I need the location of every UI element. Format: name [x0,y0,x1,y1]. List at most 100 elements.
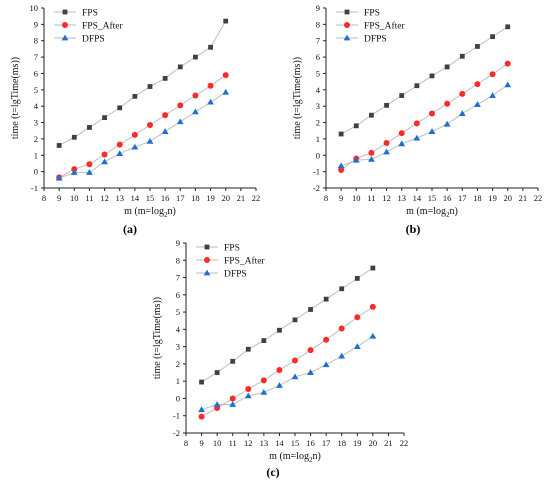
y-tick-label: 10 [30,3,39,13]
data-point-FPS_After [198,413,205,420]
x-tick-label: 9 [199,438,203,448]
x-tick-label: 22 [400,438,409,448]
x-tick-label: 9 [57,193,61,203]
x-tick-label: 17 [458,193,467,203]
data-point-FPS [354,276,360,281]
y-tick-label: 8 [176,255,180,265]
data-point-FPS [56,143,62,148]
data-point-FPS [214,370,220,375]
data-point-DFPS [116,150,124,157]
data-point-FPS [429,73,435,79]
y-tick-label: 6 [176,290,180,300]
data-point-FPS_After [131,131,138,138]
y-axis-label: time (t=lgTime(ms)) [292,57,303,139]
legend-label: DFPS [82,35,105,45]
data-point-FPS_After [292,357,298,364]
data-point-DFPS [291,373,299,380]
y-tick-label: 8 [34,36,38,46]
series-line-DFPS [58,91,226,179]
legend-marker-FPS [204,244,210,250]
data-point-DFPS [176,118,184,125]
x-tick-label: 13 [397,193,406,203]
data-point-DFPS [86,169,93,175]
y-tick-label: 5 [34,85,38,95]
series-line-DFPS [340,84,508,167]
x-tick-label: 16 [306,438,315,448]
y-tick-label: 7 [316,36,320,46]
data-point-FPS [490,34,495,40]
data-point-FPS [459,53,465,59]
data-point-FPS_After [207,82,214,89]
y-tick-label: 4 [316,85,321,95]
data-point-DFPS [504,81,512,88]
series-line-FPS [340,26,508,135]
y-tick-label: -1 [173,411,180,421]
x-tick-label: 22 [252,193,261,203]
data-point-FPS [292,317,298,323]
x-axis-label: m (m=log2n) [269,451,321,464]
x-tick-label: 18 [191,193,200,203]
data-point-FPS_After [474,81,481,88]
x-axis-label: m (m=log2n) [124,206,176,219]
y-tick-label: 2 [316,118,320,128]
data-point-DFPS [161,128,169,134]
x-tick-label: 21 [384,438,393,448]
data-point-FPS_After [116,141,123,148]
y-tick-label: -1 [31,183,38,193]
data-point-DFPS [443,120,451,127]
data-point-DFPS [458,110,466,116]
data-point-DFPS [55,174,63,181]
data-point-FPS_After [222,72,229,79]
data-point-DFPS [474,101,481,107]
x-tick-label: 15 [428,193,437,203]
chart-panel-b: 8 9 10 11 12 13 14 15 16 17 18 19 20 21 22-2-101234567… [292,3,542,219]
data-point-DFPS [413,134,421,141]
data-point-FPS [71,134,77,140]
legend-marker-FPS_After [204,257,210,263]
data-point-FPS_After [444,100,451,107]
y-tick-label: 3 [316,101,320,111]
x-tick-label: 11 [229,438,237,448]
legend-marker-DFPS [343,34,351,41]
x-tick-label: 10 [352,193,361,203]
x-tick-label: 15 [291,438,300,448]
data-point-DFPS [337,162,345,169]
y-tick-label: -2 [313,183,320,193]
data-point-DFPS [244,392,252,399]
data-point-DFPS [428,128,436,134]
x-tick-label: 10 [70,193,79,203]
x-tick-label: 8 [42,193,46,203]
data-point-FPS_After [429,110,435,117]
data-point-FPS [230,358,236,364]
data-point-FPS [117,105,123,111]
data-point-DFPS [307,369,314,375]
legend-label: FPS [364,9,380,19]
data-point-FPS_After [307,347,314,354]
data-point-FPS [338,131,344,137]
x-tick-label: 14 [275,438,284,448]
data-point-DFPS [192,108,199,115]
legend-label: FPS [224,244,240,254]
y-tick-label: 4 [176,324,181,334]
data-point-DFPS [338,352,346,359]
data-point-FPS_After [459,90,466,97]
data-point-FPS [277,327,282,333]
data-point-FPS_After [323,336,330,343]
data-point-DFPS [276,382,283,388]
data-point-DFPS [131,143,139,150]
panel-label-c: (c) [266,465,279,479]
data-point-FPS [369,112,374,118]
legend-label: FPS_After [364,21,405,32]
y-tick-label: 3 [176,342,180,352]
series-line-FPS_After [340,63,508,171]
data-point-FPS [414,83,420,89]
y-tick-label: 2 [176,359,180,369]
data-point-FPS_After [260,377,267,384]
data-point-DFPS [489,92,496,98]
x-tick-label: 13 [260,438,269,448]
data-point-DFPS [70,169,78,175]
x-tick-label: 11 [85,193,93,203]
x-tick-label: 14 [413,193,422,203]
x-tick-label: 10 [213,438,222,448]
